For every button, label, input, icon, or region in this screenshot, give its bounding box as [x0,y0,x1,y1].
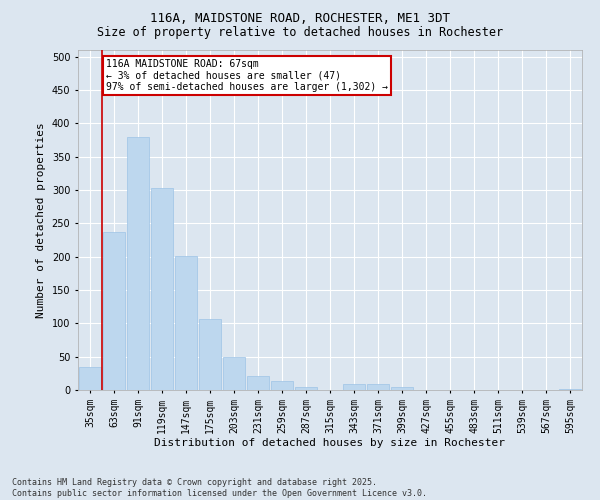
Bar [199,318,221,390]
Bar [271,382,293,390]
Bar [151,188,173,390]
Bar [103,232,125,390]
X-axis label: Distribution of detached houses by size in Rochester: Distribution of detached houses by size … [155,438,505,448]
Text: 116A, MAIDSTONE ROAD, ROCHESTER, ME1 3DT: 116A, MAIDSTONE ROAD, ROCHESTER, ME1 3DT [150,12,450,26]
Bar [127,136,149,390]
Text: Contains HM Land Registry data © Crown copyright and database right 2025.
Contai: Contains HM Land Registry data © Crown c… [12,478,427,498]
Bar [223,358,245,390]
Bar [343,384,365,390]
Bar [391,388,413,390]
Y-axis label: Number of detached properties: Number of detached properties [36,122,46,318]
Bar [367,384,389,390]
Bar [79,366,101,390]
Bar [175,256,197,390]
Bar [295,388,317,390]
Text: 116A MAIDSTONE ROAD: 67sqm
← 3% of detached houses are smaller (47)
97% of semi-: 116A MAIDSTONE ROAD: 67sqm ← 3% of detac… [106,58,388,92]
Bar [247,376,269,390]
Text: Size of property relative to detached houses in Rochester: Size of property relative to detached ho… [97,26,503,39]
